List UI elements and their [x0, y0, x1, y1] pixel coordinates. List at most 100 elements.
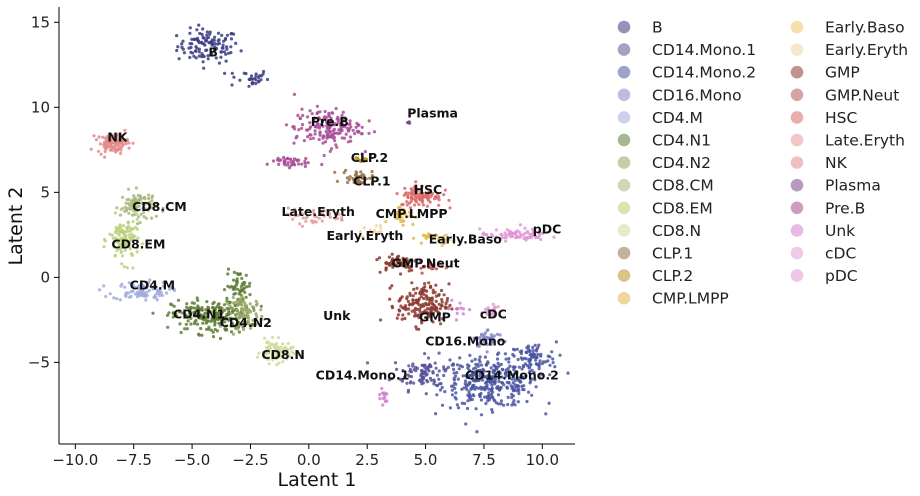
point-gmp	[427, 281, 431, 285]
point-late-eryth	[315, 215, 319, 219]
point-cd8-cm	[161, 209, 165, 213]
point-cd14-mono-2	[522, 388, 526, 392]
point-cd8-n	[255, 355, 259, 359]
point-gmp	[398, 309, 402, 313]
point-cd8-n	[289, 347, 293, 351]
point-pre-b	[351, 128, 355, 132]
point-cd14-mono-2	[460, 401, 464, 405]
point-cd4-m	[134, 286, 138, 290]
point-unk	[382, 391, 386, 396]
point-cd4-n1	[195, 296, 199, 300]
point-pdc	[526, 231, 530, 235]
point-pre-b	[320, 120, 324, 124]
point-cd16-mono	[485, 343, 489, 347]
point-cd14-mono-2	[467, 368, 471, 372]
point-late-eryth	[291, 217, 295, 221]
point-cd14-mono-2	[533, 343, 537, 347]
point-pdc	[539, 237, 543, 242]
point-cd14-mono-2	[536, 363, 540, 367]
point-cd14-mono-2	[550, 350, 554, 354]
point-gmp	[375, 258, 379, 262]
point-cd4-n2	[234, 308, 238, 312]
point-hsc	[417, 202, 421, 207]
point-cd14-mono-2	[512, 354, 516, 358]
cluster-label-cd14-mono-1: CD14.Mono.1	[316, 368, 410, 383]
point-nk	[92, 134, 96, 138]
point-hsc	[426, 192, 430, 196]
point-pre-b	[340, 125, 344, 129]
point-nk	[103, 155, 107, 159]
point-cd14-mono-1	[423, 352, 427, 356]
point-cd4-n1	[232, 278, 236, 282]
point-cd4-n1	[197, 316, 202, 320]
point-pre-b	[300, 162, 304, 166]
point-pre-b	[308, 121, 312, 125]
point-pdc	[478, 227, 482, 231]
point-cd16-mono	[499, 338, 503, 342]
point-cd8-n	[285, 357, 289, 361]
point-cd4-n1	[176, 298, 181, 302]
point-cd4-n2	[254, 303, 259, 307]
point-gmp	[402, 257, 406, 261]
point-cd8-n	[276, 336, 281, 340]
point-cd8-em	[129, 227, 133, 231]
point-cd14-mono-1	[407, 364, 411, 368]
point-gmp	[410, 268, 414, 272]
x-tick-label: −10.0	[52, 451, 98, 469]
point-nk	[107, 132, 111, 137]
point-cd14-mono-2	[497, 379, 501, 384]
point-pdc	[518, 235, 522, 239]
point-pre-b	[315, 104, 319, 108]
point-b	[208, 32, 212, 36]
point-clp-1	[351, 176, 355, 181]
point-early-baso	[443, 241, 447, 245]
point-pre-b	[271, 159, 276, 163]
point-gmp-neut	[418, 260, 422, 264]
point-pre-b	[349, 125, 353, 129]
legend-marker	[790, 246, 804, 260]
point-b	[202, 66, 206, 70]
point-clp-1	[370, 170, 374, 174]
point-cd4-n1	[227, 307, 231, 311]
point-pre-b	[356, 130, 361, 134]
point-pre-b	[292, 125, 296, 129]
point-b	[188, 26, 192, 30]
point-early-eryth	[366, 232, 370, 236]
point-cd4-n2	[231, 295, 235, 300]
point-gmp	[379, 318, 383, 322]
point-cd4-n2	[228, 304, 232, 308]
point-cd14-mono-2	[468, 373, 472, 377]
point-early-baso	[438, 237, 442, 241]
point-hsc	[408, 206, 413, 210]
point-clp-2	[362, 159, 366, 163]
point-cd14-mono-1	[428, 376, 432, 380]
point-cd14-mono-2	[504, 368, 508, 372]
point-cd8-cm	[123, 209, 127, 213]
point-cd4-m	[141, 290, 145, 294]
series-b	[175, 23, 270, 88]
point-hsc	[409, 200, 413, 204]
point-cmp-lmpp	[398, 217, 402, 221]
point-cd4-n1	[194, 318, 198, 323]
point-cd14-mono-2	[490, 410, 495, 414]
point-pdc	[515, 235, 519, 239]
point-cd4-n1	[183, 327, 187, 331]
point-early-eryth	[379, 229, 383, 234]
point-pre-b	[292, 141, 296, 145]
point-cd4-n1	[195, 322, 200, 326]
point-nk	[110, 146, 114, 150]
point-cd14-mono-1	[425, 378, 429, 383]
point-cd14-mono-2	[547, 401, 551, 405]
point-cdc	[493, 306, 497, 310]
point-b	[205, 36, 209, 41]
point-cd8-em	[136, 236, 140, 240]
point-gmp	[388, 262, 392, 266]
point-cd4-n2	[245, 309, 249, 313]
point-cd14-mono-2	[538, 359, 542, 363]
point-unk	[381, 403, 385, 407]
point-cd4-n2	[259, 308, 263, 312]
point-cd8-em	[120, 236, 124, 240]
point-gmp	[450, 307, 454, 311]
point-cd4-n1	[167, 311, 171, 315]
point-cd8-em	[131, 209, 135, 213]
